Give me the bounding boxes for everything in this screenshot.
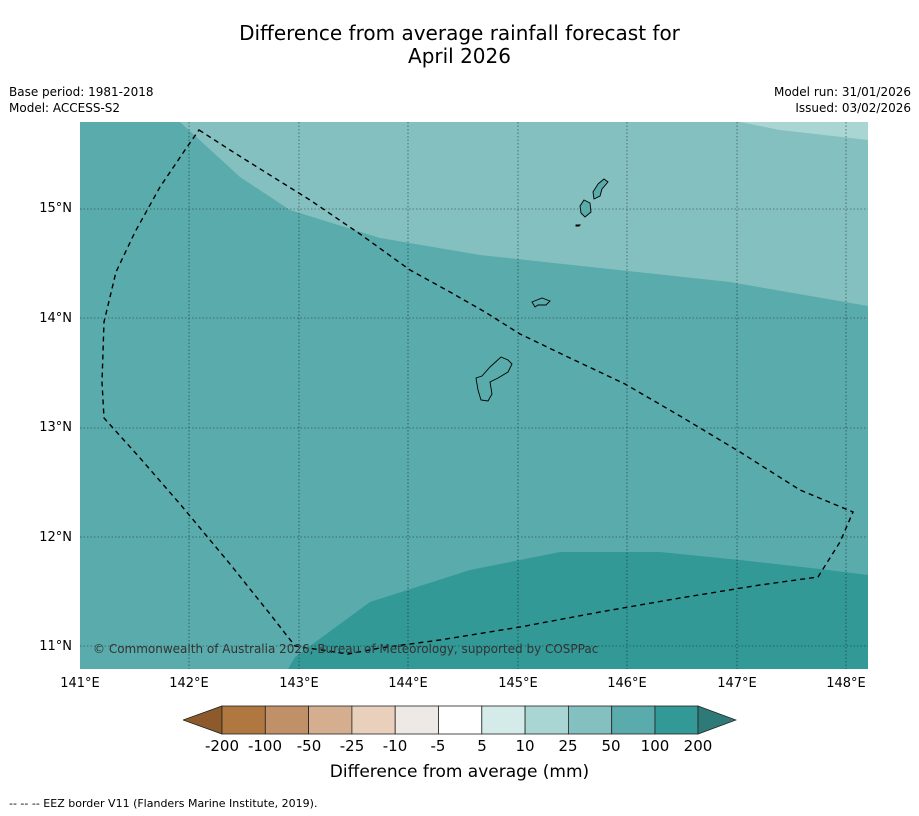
meta-right: Model run: 31/01/2026 Issued: 03/02/2026 bbox=[774, 84, 911, 116]
colorbar-label: -200 bbox=[204, 737, 240, 755]
issued-text: Issued: 03/02/2026 bbox=[795, 101, 911, 115]
graticule bbox=[80, 122, 868, 669]
map-copyright: © Commonwealth of Australia 2026, Bureau… bbox=[93, 642, 598, 656]
colorbar bbox=[183, 705, 737, 735]
saipan-island bbox=[592, 178, 609, 200]
colorbar-label: 200 bbox=[683, 737, 713, 755]
colorbar-label: -50 bbox=[296, 737, 322, 755]
colorbar-swatch bbox=[524, 705, 569, 735]
colorbar-swatch bbox=[438, 705, 483, 735]
colorbar-swatch bbox=[308, 705, 353, 735]
model-text: Model: ACCESS-S2 bbox=[9, 101, 121, 115]
colorbar-label: -10 bbox=[382, 737, 408, 755]
meta-left: Base period: 1981-2018 Model: ACCESS-S2 bbox=[9, 84, 154, 116]
rainfall-map: © Commonwealth of Australia 2026, Bureau… bbox=[80, 122, 868, 669]
band-100-200 bbox=[288, 552, 868, 669]
colorbar-extend-low bbox=[183, 705, 223, 735]
colorbar-swatch bbox=[221, 705, 266, 735]
band-10-25 bbox=[740, 122, 868, 140]
y-tick-label: 15°N bbox=[39, 201, 72, 216]
colorbar-swatch bbox=[567, 705, 613, 735]
y-tick-label: 11°N bbox=[39, 639, 72, 654]
colorbar-title: Difference from average (mm) bbox=[329, 762, 590, 782]
colorbar-label: 25 bbox=[558, 737, 578, 755]
rota-island bbox=[531, 297, 551, 308]
y-tick-label: 12°N bbox=[39, 530, 72, 545]
chart-title: Difference from average rainfall forecas… bbox=[0, 22, 919, 68]
colorbar-label: 50 bbox=[601, 737, 621, 755]
colorbar-label: 100 bbox=[640, 737, 670, 755]
colorbar-label: 10 bbox=[515, 737, 535, 755]
band-25-50 bbox=[180, 122, 868, 306]
x-tick-label: 142°E bbox=[169, 676, 209, 691]
x-tick-label: 143°E bbox=[279, 676, 319, 691]
y-tick-label: 13°N bbox=[39, 420, 72, 435]
aguijan-island bbox=[575, 224, 582, 227]
model-run-text: Model run: 31/01/2026 bbox=[773, 85, 911, 99]
colorbar-swatch bbox=[481, 705, 526, 735]
x-tick-label: 144°E bbox=[388, 676, 428, 691]
islands bbox=[475, 178, 609, 402]
colorbar-label: -5 bbox=[430, 737, 446, 755]
colorbar-swatch bbox=[264, 705, 310, 735]
x-tick-label: 147°E bbox=[717, 676, 757, 691]
x-tick-label: 145°E bbox=[498, 676, 538, 691]
x-tick-label: 141°E bbox=[60, 676, 100, 691]
colorbar-label: 5 bbox=[477, 737, 487, 755]
x-tick-label: 146°E bbox=[607, 676, 647, 691]
colorbar-label: -25 bbox=[339, 737, 365, 755]
title-line-1: Difference from average rainfall forecas… bbox=[239, 21, 680, 45]
eez-border bbox=[101, 129, 854, 655]
guam-island bbox=[475, 356, 513, 402]
colorbar-swatch bbox=[654, 705, 699, 735]
colorbar-swatch bbox=[351, 705, 396, 735]
title-line-2: April 2026 bbox=[408, 44, 511, 68]
y-tick-label: 14°N bbox=[39, 311, 72, 326]
eez-legend-note: -- -- -- EEZ border V11 (Flanders Marine… bbox=[9, 797, 318, 810]
colorbar-extend-high bbox=[697, 705, 737, 735]
tinian-island bbox=[579, 199, 592, 218]
colorbar-label: -100 bbox=[247, 737, 283, 755]
x-tick-label: 148°E bbox=[826, 676, 866, 691]
base-period-text: Base period: 1981-2018 bbox=[9, 85, 154, 99]
colorbar-swatch bbox=[394, 705, 439, 735]
colorbar-swatch bbox=[611, 705, 656, 735]
